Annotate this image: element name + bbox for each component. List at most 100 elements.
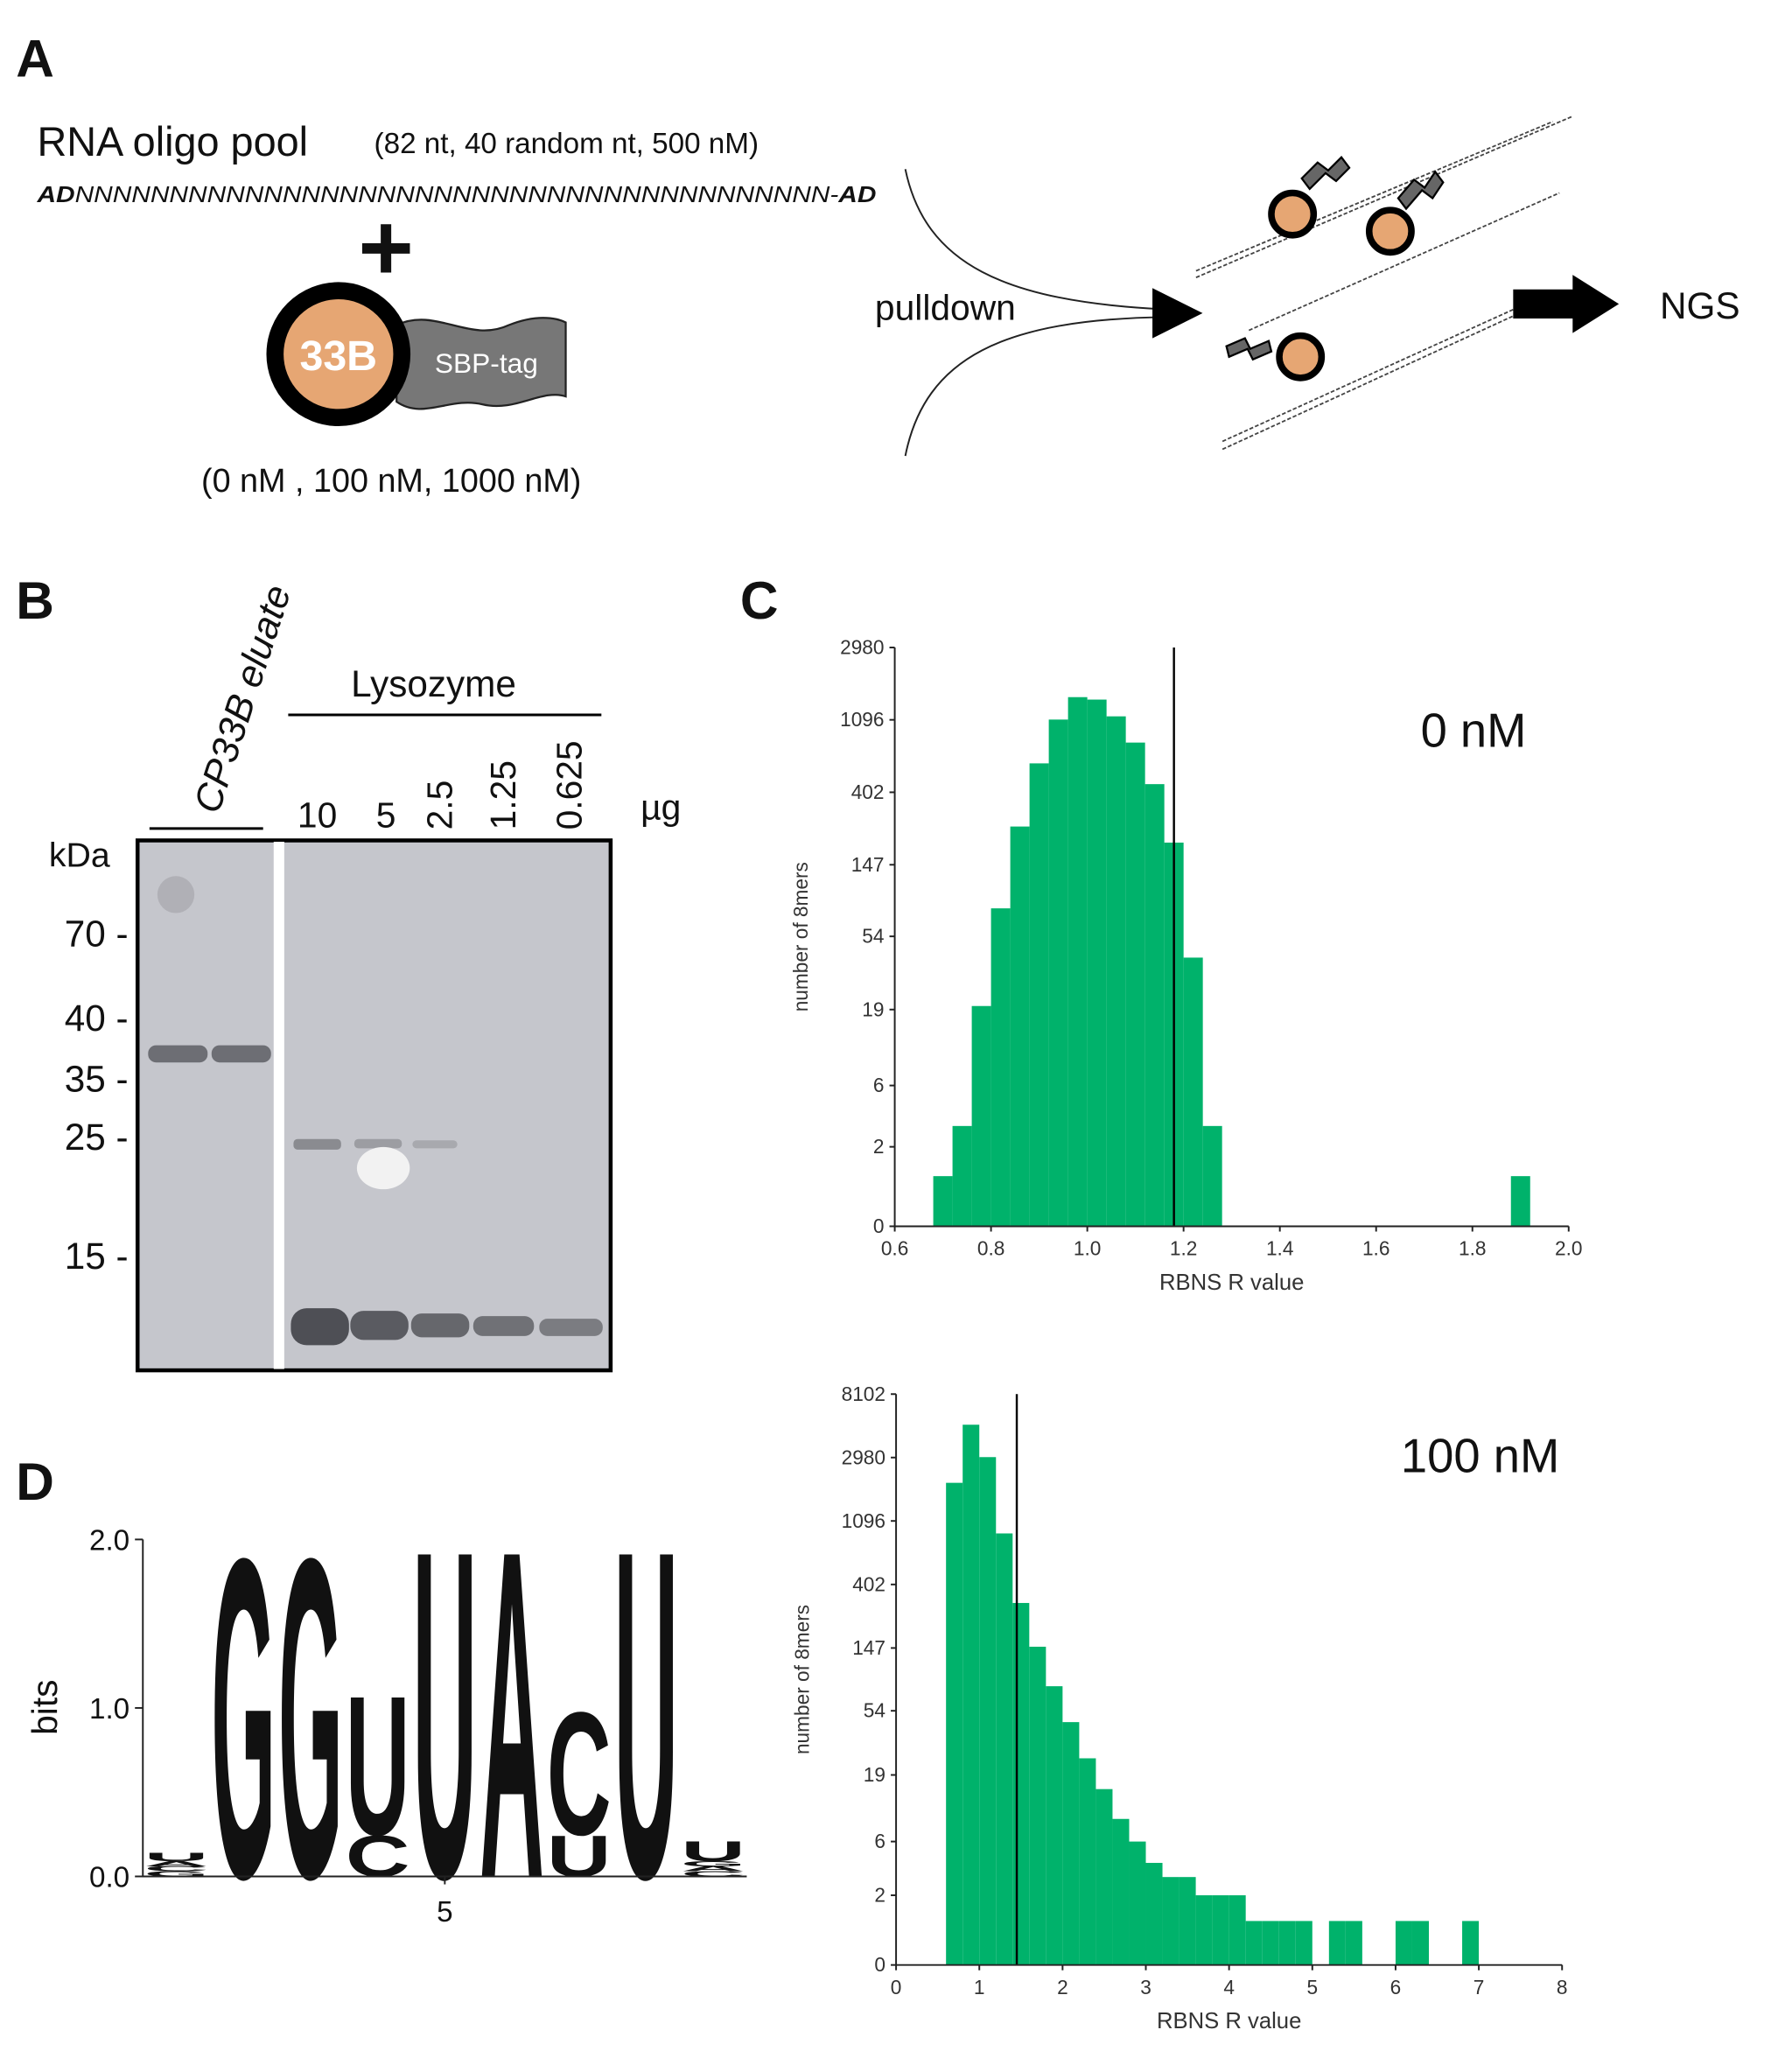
flow-curve — [904, 169, 1164, 311]
gel-image — [135, 838, 613, 1373]
bar — [1179, 1877, 1196, 1965]
bar — [1112, 1818, 1130, 1965]
y-tick-label: 19 — [862, 998, 884, 1020]
bar — [1162, 1877, 1180, 1965]
lysozyme-label: Lysozyme — [351, 663, 516, 704]
y-tick-label: 19 — [864, 1763, 886, 1786]
y-axis-label: number of 8mers — [790, 1605, 813, 1754]
mw-marker: 70 - — [65, 913, 129, 954]
y-tick-label: 402 — [851, 780, 885, 803]
logo-letter: C — [144, 1866, 209, 1873]
mw-unit: kDa — [49, 836, 110, 875]
x-tick-label: 0.8 — [977, 1237, 1004, 1260]
pool-title: RNA oligo pool — [37, 119, 308, 164]
bar — [1106, 716, 1126, 1227]
logo-letter: U — [346, 1656, 410, 1877]
x-tick-label: 1.6 — [1362, 1237, 1390, 1260]
pool-details: (82 nt, 40 random nt, 500 nM) — [374, 128, 759, 160]
bar — [1010, 826, 1030, 1227]
bar — [1395, 1921, 1412, 1965]
x-tick-label: 5 — [437, 1896, 452, 1928]
bar — [952, 1125, 972, 1227]
panel-label: A — [16, 29, 54, 88]
y-tick-label: 0 — [873, 1214, 885, 1237]
bar — [1278, 1921, 1296, 1965]
x-axis-label: RBNS R value — [1159, 1270, 1304, 1295]
protein-bead — [266, 282, 411, 427]
bar — [1212, 1895, 1229, 1965]
plus: + — [358, 195, 414, 301]
x-tick-label: 6 — [1390, 1976, 1402, 1998]
arrow-head — [1152, 288, 1203, 339]
bar — [1262, 1921, 1279, 1965]
logo-letter: G — [681, 1860, 746, 1868]
x-tick-label: 5 — [1306, 1976, 1318, 1998]
logo-letter: G — [211, 1465, 276, 1974]
bar — [1328, 1921, 1346, 1965]
bar — [1195, 1895, 1213, 1965]
bar — [1228, 1895, 1246, 1965]
bar — [1129, 1841, 1146, 1965]
gel-bands — [148, 876, 603, 1346]
bar — [1295, 1921, 1312, 1965]
y-tick-label: 2980 — [842, 1446, 886, 1468]
logo-letter: G — [144, 1870, 209, 1878]
bar — [1202, 1125, 1222, 1227]
mw-marker: 35 - — [65, 1058, 129, 1099]
adapter: AD — [36, 183, 74, 207]
histogram: 0 2 6 19 54 147 402 1096 2980 0.6 0.8 1.0 1.2 1.4 1.6 1… — [789, 636, 1583, 1295]
protein-label: 33B — [299, 332, 377, 380]
annotation: 100 nM — [1401, 1429, 1559, 1482]
bound-beads — [1225, 155, 1445, 382]
bar — [1012, 1602, 1030, 1965]
histogram: 0 2 6 19 54 147 402 1096 2980 8102 0 1 2 3 4 5 6 7 8 RBNS R… — [790, 1382, 1567, 2034]
y-tick-label: 2980 — [840, 636, 884, 659]
x-tick-label: 1.8 — [1459, 1237, 1486, 1260]
x-tick-label: 1 — [974, 1976, 985, 1998]
adapter: AD — [837, 183, 876, 207]
logo-letter: U — [547, 1824, 612, 1889]
logo-letter: U — [144, 1851, 209, 1864]
bar — [1144, 784, 1165, 1227]
bar — [946, 1482, 963, 1965]
x-tick-label: 4 — [1223, 1976, 1235, 1998]
bar — [1079, 1758, 1096, 1965]
bar — [962, 1424, 980, 1965]
bar — [1029, 763, 1049, 1227]
y-tick-label: 147 — [851, 853, 885, 876]
mw-marker: 40 - — [65, 998, 129, 1039]
logo-letter: U — [413, 1452, 478, 1977]
logo-letter: U — [614, 1452, 679, 1977]
y-tick-label: 2.0 — [89, 1524, 130, 1557]
bar — [996, 1533, 1013, 1965]
bar — [1183, 957, 1203, 1227]
logo-letter: A — [480, 1452, 544, 1977]
logo-letter: C — [346, 1824, 410, 1889]
logo-letter: A — [681, 1866, 746, 1873]
y-tick-label: 147 — [852, 1636, 886, 1659]
y-tick-label: 1.0 — [89, 1693, 130, 1726]
bar — [1145, 1863, 1163, 1965]
annotation: 0 nM — [1421, 704, 1527, 757]
panel-label: D — [16, 1452, 54, 1511]
bar — [1125, 742, 1145, 1227]
mw-marker: 25 - — [65, 1116, 129, 1158]
bar — [971, 1005, 991, 1227]
bar — [1087, 699, 1107, 1227]
logo-letter: C — [681, 1870, 746, 1878]
bar — [933, 1176, 953, 1227]
y-axis-label: number of 8mers — [789, 862, 812, 1012]
logo-letter: G — [278, 1465, 343, 1974]
y-tick-label: 0 — [874, 1953, 886, 1976]
tag-label: SBP-tag — [435, 347, 538, 379]
oligo-sequence: AD NNNNNNNNNNNNNNNNNNNNNNNNNNNNNNNNNNNNNN… — [36, 183, 876, 207]
arrow — [1513, 275, 1620, 333]
gel-splice — [273, 842, 284, 1369]
y-tick-label: 2 — [873, 1135, 885, 1158]
sbp-tag-shape — [396, 317, 567, 410]
x-tick-label: 3 — [1140, 1976, 1152, 1998]
y-tick-label: 6 — [873, 1074, 885, 1096]
y-tick-label: 6 — [874, 1830, 886, 1852]
